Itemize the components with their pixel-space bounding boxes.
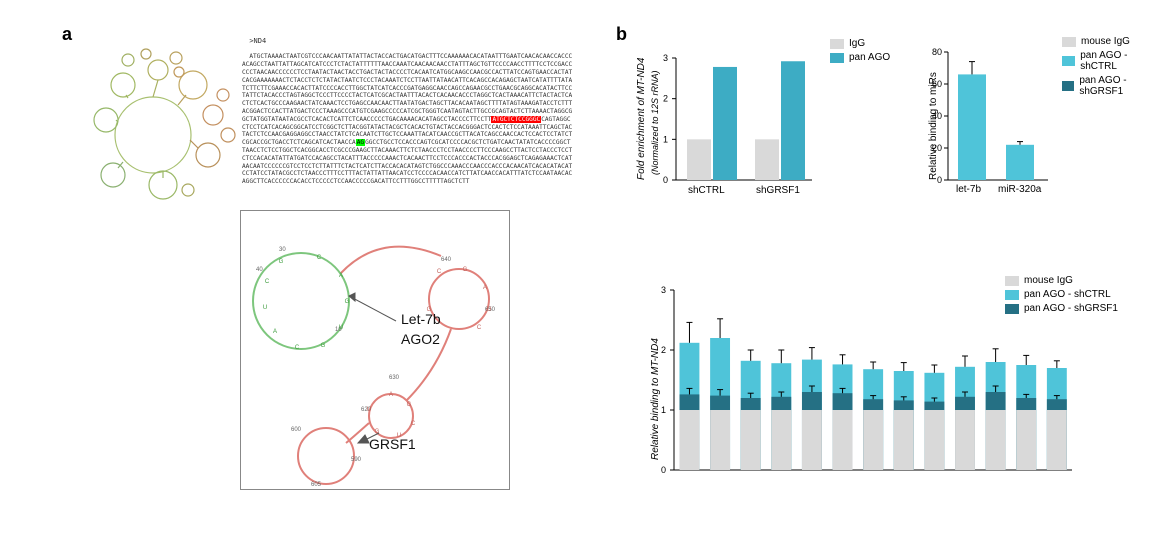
chart1-legend: IgG pan AGO	[830, 38, 890, 66]
chart-relative-mirs: Relative binding to miRs 020406080 let-7…	[928, 34, 1058, 210]
chart-fold-enrichment: Fold enrichment of MT-ND4 (Normalized to…	[640, 40, 820, 210]
panel-b-label: b	[616, 24, 627, 45]
legend3-igg: mouse IgG	[1024, 275, 1073, 286]
chart1-yticks: 0 1 2 3	[663, 53, 676, 185]
legend3-swatch-shgrsf1	[1005, 304, 1019, 314]
svg-text:30: 30	[279, 247, 286, 253]
legend-panago: pan AGO	[849, 52, 890, 63]
svg-text:U: U	[339, 325, 343, 331]
ago2-label: AGO2	[401, 331, 440, 347]
svg-text:A: A	[339, 273, 343, 279]
sequence-block: >ND4 ATGCTAAAACTAATCGTCCCAACAATTATATTACT…	[242, 30, 574, 186]
svg-text:A: A	[389, 392, 393, 398]
chart3-legend: mouse IgG pan AGO - shCTRL pan AGO - shG…	[1005, 275, 1118, 317]
chart1-xlabel-1: shGRSF1	[756, 185, 800, 196]
svg-text:0: 0	[661, 465, 666, 475]
svg-text:U: U	[487, 307, 491, 313]
svg-text:80: 80	[932, 47, 942, 57]
svg-text:U: U	[263, 305, 267, 311]
svg-text:G: G	[321, 343, 326, 349]
svg-text:C: C	[477, 325, 482, 331]
svg-text:U: U	[367, 407, 371, 413]
svg-text:G: G	[345, 299, 350, 305]
svg-text:G: G	[463, 267, 468, 273]
legend2-swatch-shgrsf1	[1062, 81, 1074, 91]
chart3-ylabel: Relative binding to MT-ND4	[650, 338, 661, 460]
svg-text:C: C	[265, 279, 270, 285]
svg-text:640: 640	[441, 257, 452, 263]
svg-text:630: 630	[389, 375, 400, 381]
svg-text:C: C	[317, 255, 322, 261]
chart2-legend: mouse IgG pan AGO - shCTRL pan AGO - shG…	[1062, 36, 1162, 100]
sequence-header: >ND4	[249, 37, 266, 45]
chart2-ylabel: Relative binding to miRs	[928, 72, 939, 180]
svg-text:2: 2	[663, 94, 668, 104]
svg-text:2: 2	[661, 345, 666, 355]
svg-text:1: 1	[661, 405, 666, 415]
svg-text:3: 3	[663, 53, 668, 63]
legend2-shctrl: pan AGO - shCTRL	[1080, 50, 1162, 72]
chart1-bars	[687, 61, 805, 180]
legend-swatch-panago	[830, 53, 844, 63]
rna-secondary-structure	[68, 40, 238, 200]
svg-text:G: G	[279, 259, 284, 265]
svg-text:A: A	[483, 285, 487, 291]
grsf1-label: GRSF1	[369, 436, 416, 452]
legend3-swatch-shctrl	[1005, 290, 1019, 300]
sequence-suffix: GGCCTGCCTCCACCCAGTCGCATCCCCACGCTCTGATCAA…	[242, 139, 572, 185]
chart2-bars	[958, 62, 1034, 180]
svg-text:G: G	[407, 402, 412, 408]
chart1-xlabel-0: shCTRL	[688, 185, 725, 196]
highlight-red: ATGCTCTCCGGGC	[491, 116, 541, 123]
legend3-swatch-igg	[1005, 276, 1019, 286]
svg-text:C: C	[295, 345, 300, 351]
svg-text:G: G	[375, 429, 380, 435]
let7b-label: Let-7b	[401, 311, 441, 327]
legend-swatch-igg	[830, 39, 844, 49]
chart2-xlabel-0: let-7b	[956, 184, 981, 195]
chart2-xlabel-1: miR-320a	[998, 184, 1041, 195]
svg-text:3: 3	[661, 285, 666, 295]
svg-text:600: 600	[291, 427, 302, 433]
legend2-swatch-igg	[1062, 37, 1076, 47]
legend-igg: IgG	[849, 38, 865, 49]
svg-text:0: 0	[663, 175, 668, 185]
rna-detail-box: 40 30 10 640 650 630 620 605 590 600 G C…	[240, 210, 510, 490]
legend3-shctrl: pan AGO - shCTRL	[1024, 289, 1111, 300]
legend2-shgrsf1: pan AGO - shGRSF1	[1079, 75, 1162, 97]
legend2-swatch-shctrl	[1062, 56, 1075, 66]
highlight-green: AG	[356, 139, 365, 146]
legend3-shgrsf1: pan AGO - shGRSF1	[1024, 303, 1118, 314]
svg-text:A: A	[273, 329, 277, 335]
svg-text:C: C	[411, 421, 416, 427]
svg-text:605: 605	[311, 482, 322, 488]
svg-text:40: 40	[256, 267, 263, 273]
chart1-ysub: (Normalized to 12S rRNA)	[650, 70, 660, 175]
legend2-igg: mouse IgG	[1081, 36, 1130, 47]
chart3-bars	[680, 319, 1067, 470]
sequence-prefix: ATGCTAAAACTAATCGTCCCAACAATTATATTACTACCAC…	[242, 53, 572, 122]
svg-text:C: C	[437, 269, 442, 275]
chart1-ylabel: Fold enrichment of MT-ND4	[636, 58, 647, 180]
svg-text:590: 590	[351, 457, 362, 463]
chart3-yticks: 0 1 2 3	[661, 285, 674, 475]
svg-text:1: 1	[663, 134, 668, 144]
